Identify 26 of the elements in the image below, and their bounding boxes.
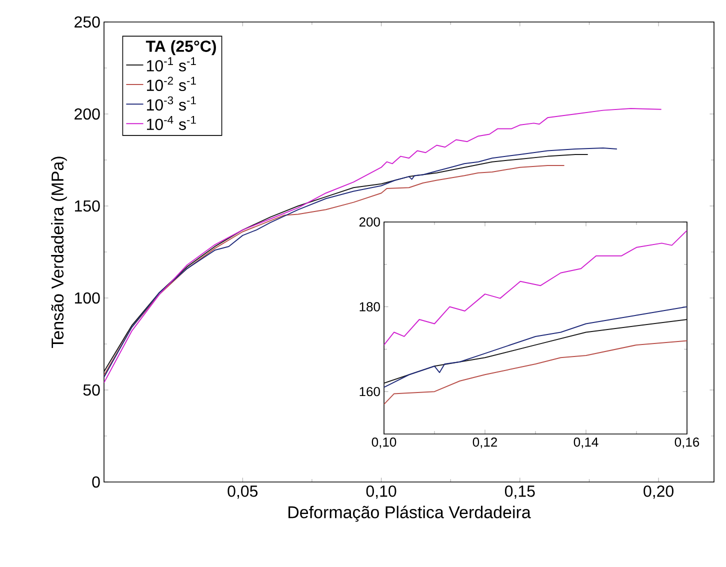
- x-tick-label: 0,10: [366, 486, 396, 499]
- legend-label: 10$^{-1}$ s$^{-1}$: [147, 57, 196, 72]
- y-tick-label: 200: [359, 217, 380, 227]
- y-tick-label: 180: [360, 302, 380, 312]
- x-tick-label: 0,05: [228, 486, 258, 499]
- y-tick-label: 160: [360, 386, 380, 396]
- x-tick-label: 0,14: [574, 438, 598, 448]
- y-tick-label: 250: [74, 16, 100, 28]
- y-tick-label: 200: [74, 108, 100, 120]
- x-tick-label: 0,10: [372, 438, 396, 448]
- x-tick-label: 0,16: [674, 438, 700, 448]
- legend-label: 10$^{-4}$ s$^{-1}$: [147, 116, 196, 130]
- y-tick-label: 50: [83, 384, 100, 396]
- legend-label: 10$^{-3}$ s$^{-1}$: [147, 96, 196, 111]
- y-tick-label: 150: [75, 200, 100, 212]
- y-tick-label: 0: [92, 476, 100, 488]
- legend-label: 10$^{-2}$ s$^{-1}$: [147, 76, 196, 92]
- legend-title: TA (25°C): [146, 40, 216, 56]
- y-tick-label: 100: [75, 292, 100, 304]
- x-tick-label: 0,12: [472, 438, 497, 448]
- x-axis-title: Deformação Plástica Verdadeira: [288, 506, 531, 522]
- line-series: [384, 230, 687, 346]
- x-tick-label: 0,20: [644, 486, 674, 499]
- y-axis-title: Tensão Verdadeira (MPa): [51, 156, 67, 348]
- line-series: [384, 340, 687, 405]
- x-tick-label: 0,15: [504, 486, 535, 499]
